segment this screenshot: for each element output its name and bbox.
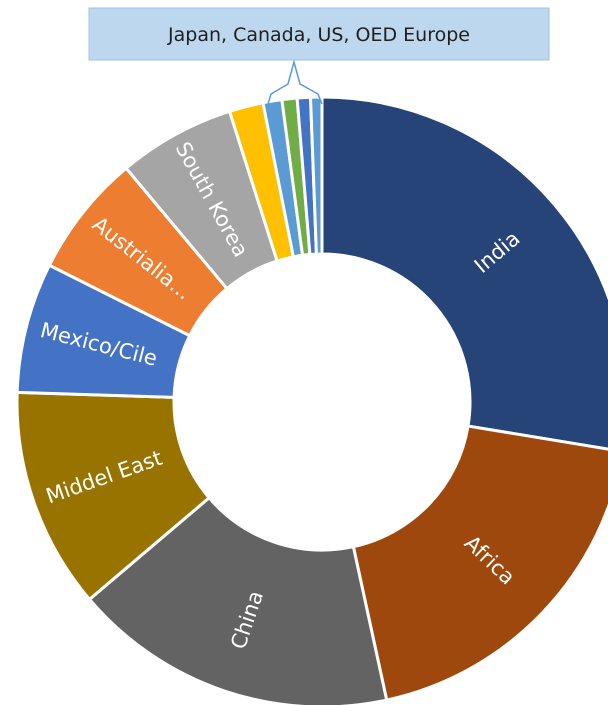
callout-bracket [267,59,323,105]
slice-china [87,495,389,705]
slice-middel-east [15,390,212,602]
donut-slices [15,95,608,705]
slice-india [320,95,608,451]
callout-box [88,7,550,61]
slice-small-11 [308,95,324,256]
slice-africa [351,424,608,702]
callout-text: Japan, Canada, US, OED Europe [167,24,470,46]
callout-annotation: Japan, Canada, US, OED Europe [88,7,550,105]
